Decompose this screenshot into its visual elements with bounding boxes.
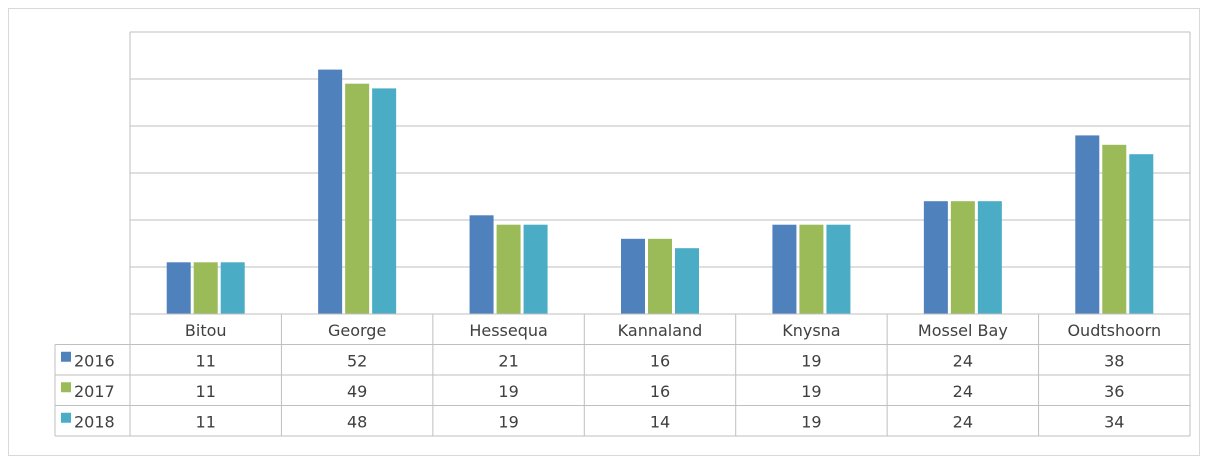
bar: [799, 224, 824, 314]
category-label: Knysna: [782, 321, 840, 340]
bar: [469, 215, 494, 314]
table-value: 11: [196, 351, 216, 370]
table-value: 16: [650, 351, 670, 370]
bar: [648, 238, 672, 314]
table-value: 16: [650, 382, 670, 401]
bar: [772, 224, 797, 314]
table-value: 19: [801, 382, 821, 401]
bar: [345, 83, 370, 314]
bar: [496, 224, 521, 314]
bar: [950, 201, 975, 314]
table-value: 36: [1104, 382, 1124, 401]
table-value: 11: [196, 412, 216, 431]
category-label: Mossel Bay: [918, 321, 1008, 340]
table-value: 19: [498, 412, 518, 431]
table-value: 24: [953, 412, 973, 431]
category-label: Kannaland: [618, 321, 703, 340]
legend-label: 2016: [74, 351, 115, 370]
legend-label: 2017: [74, 382, 115, 401]
table-value: 24: [953, 351, 973, 370]
category-label: Hessequa: [469, 321, 548, 340]
bar: [621, 238, 645, 314]
bar: [372, 88, 397, 315]
legend-swatch: [61, 351, 71, 362]
bar: [675, 248, 699, 314]
table-value: 34: [1104, 412, 1124, 431]
table-value: 14: [650, 412, 670, 431]
category-label: Bitou: [185, 321, 227, 340]
bar: [220, 262, 245, 314]
table-value: 19: [801, 351, 821, 370]
table-value: 49: [347, 382, 367, 401]
bar: [523, 224, 548, 314]
table-value: 21: [498, 351, 518, 370]
bar: [193, 262, 218, 314]
bar: [923, 201, 948, 314]
bar: [1129, 154, 1154, 314]
chart-frame: [8, 8, 1200, 456]
bar: [166, 262, 191, 314]
bar: [826, 224, 851, 314]
bar: [977, 201, 1002, 314]
category-label: George: [328, 321, 386, 340]
table-value: 19: [498, 382, 518, 401]
legend-label: 2018: [74, 412, 115, 431]
bar: [1075, 135, 1100, 314]
table-value: 52: [347, 351, 367, 370]
bar: [1102, 144, 1127, 314]
table-value: 24: [953, 382, 973, 401]
table-value: 38: [1104, 351, 1124, 370]
bar: [318, 69, 343, 314]
category-label: Oudtshoorn: [1067, 321, 1161, 340]
legend-swatch: [61, 382, 71, 393]
legend-swatch: [61, 412, 71, 423]
table-value: 19: [801, 412, 821, 431]
table-value: 48: [347, 412, 367, 431]
table-value: 11: [196, 382, 216, 401]
